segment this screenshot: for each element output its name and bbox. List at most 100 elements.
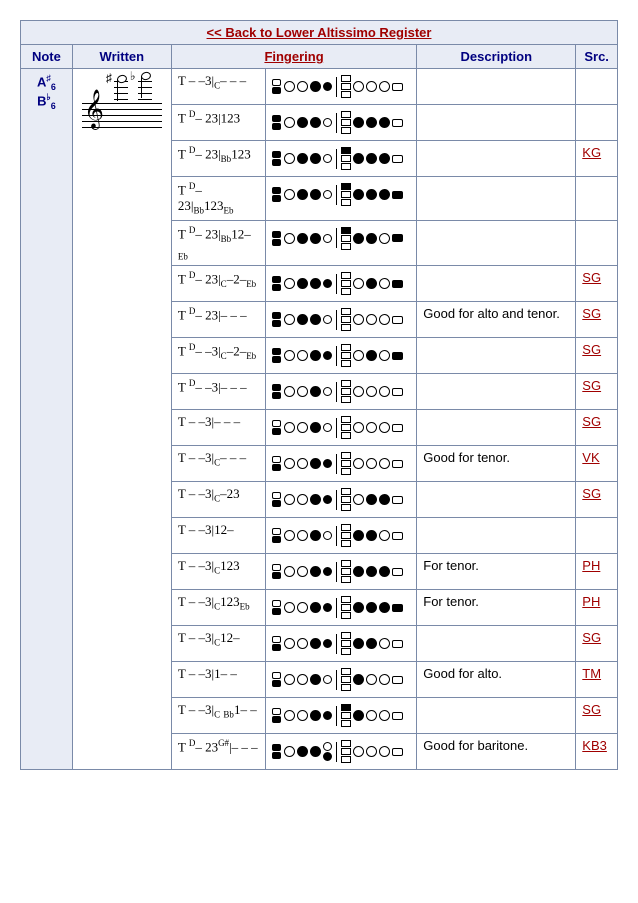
src-cell: SG — [576, 338, 618, 374]
src-link[interactable]: PH — [582, 594, 600, 609]
key-diagram-cell — [266, 554, 417, 590]
fingering-text: T – –3|C–23 — [171, 482, 266, 518]
key-diagram-cell — [266, 220, 417, 266]
src-link[interactable]: KG — [582, 145, 601, 160]
src-link[interactable]: KB3 — [582, 738, 607, 753]
src-cell: KG — [576, 141, 618, 177]
src-cell: SG — [576, 266, 618, 302]
src-link[interactable]: SG — [582, 270, 601, 285]
fingering-text: T – –3|1– – — [171, 662, 266, 698]
key-diagram — [272, 414, 410, 441]
header-src: Src. — [576, 45, 618, 69]
fingering-text: T – –3|C12– — [171, 626, 266, 662]
description-cell — [417, 482, 576, 518]
key-diagram — [272, 145, 410, 172]
header-note: Note — [21, 45, 73, 69]
fingering-text: T – –3|C– – – — [171, 69, 266, 105]
key-diagram-cell — [266, 338, 417, 374]
header-written: Written — [72, 45, 171, 69]
fingering-text: T – –3|C123Eb — [171, 590, 266, 626]
src-cell — [576, 518, 618, 554]
key-diagram-cell — [266, 374, 417, 410]
key-diagram — [272, 486, 410, 513]
src-cell: PH — [576, 590, 618, 626]
fingering-text: T D– 23G#|– – – — [171, 734, 266, 770]
key-diagram — [272, 73, 410, 100]
key-diagram-cell — [266, 302, 417, 338]
key-diagram-cell — [266, 177, 417, 221]
header-description: Description — [417, 45, 576, 69]
fingering-text: T D– –3|– – – — [171, 374, 266, 410]
key-diagram-cell — [266, 105, 417, 141]
src-cell: PH — [576, 554, 618, 590]
src-link[interactable]: SG — [582, 630, 601, 645]
src-cell: KB3 — [576, 734, 618, 770]
key-diagram — [272, 450, 410, 477]
key-diagram — [272, 738, 410, 765]
key-diagram-cell — [266, 446, 417, 482]
key-diagram-cell — [266, 698, 417, 734]
back-link-cell: << Back to Lower Altissimo Register — [21, 21, 618, 45]
note-cell: A♯6B♭6 — [21, 69, 73, 770]
key-diagram — [272, 225, 410, 252]
src-link[interactable]: SG — [582, 414, 601, 429]
key-diagram — [272, 558, 410, 585]
src-link[interactable]: PH — [582, 558, 600, 573]
description-cell — [417, 374, 576, 410]
src-link[interactable]: SG — [582, 342, 601, 357]
key-diagram-cell — [266, 69, 417, 105]
src-link[interactable]: SG — [582, 306, 601, 321]
src-link[interactable]: SG — [582, 702, 601, 717]
fingering-text: T D– 23|123 — [171, 105, 266, 141]
fingering-text: T D– 23|Bb123 — [171, 141, 266, 177]
header-fingering[interactable]: Fingering — [171, 45, 416, 69]
key-diagram — [272, 594, 410, 621]
key-diagram-cell — [266, 734, 417, 770]
key-diagram — [272, 702, 410, 729]
fingering-text: T D– –3|C–2–Eb — [171, 338, 266, 374]
written-cell: 𝄞♯♭ — [72, 69, 171, 770]
src-link[interactable]: VK — [582, 450, 599, 465]
key-diagram — [272, 666, 410, 693]
note-1-octave: 6 — [51, 82, 56, 92]
key-diagram-cell — [266, 266, 417, 302]
fingering-text: T – –3|C Bb1– – — [171, 698, 266, 734]
key-diagram-cell — [266, 482, 417, 518]
back-link[interactable]: << Back to Lower Altissimo Register — [207, 25, 432, 40]
fingering-text: T D– 23|– – – — [171, 302, 266, 338]
src-link[interactable]: TM — [582, 666, 601, 681]
fingering-text: T D– 23|Bb12–Eb — [171, 220, 266, 266]
description-cell: For tenor. — [417, 554, 576, 590]
key-diagram-cell — [266, 626, 417, 662]
src-cell: SG — [576, 482, 618, 518]
src-cell — [576, 177, 618, 221]
src-cell — [576, 69, 618, 105]
description-cell — [417, 69, 576, 105]
src-cell — [576, 105, 618, 141]
description-cell — [417, 518, 576, 554]
key-diagram-cell — [266, 410, 417, 446]
fingering-text: T – –3|– – – — [171, 410, 266, 446]
key-diagram-cell — [266, 518, 417, 554]
src-cell — [576, 220, 618, 266]
fingering-text: T D– 23|Bb123Eb — [171, 177, 266, 221]
description-cell — [417, 266, 576, 302]
description-cell — [417, 177, 576, 221]
src-cell: SG — [576, 698, 618, 734]
fingering-text: T – –3|C123 — [171, 554, 266, 590]
description-cell — [417, 105, 576, 141]
description-cell: Good for baritone. — [417, 734, 576, 770]
note-2-octave: 6 — [51, 101, 56, 111]
description-cell: Good for tenor. — [417, 446, 576, 482]
key-diagram — [272, 109, 410, 136]
description-cell: Good for alto. — [417, 662, 576, 698]
staff-notation: 𝄞♯♭ — [82, 73, 162, 143]
src-link[interactable]: SG — [582, 378, 601, 393]
src-link[interactable]: SG — [582, 486, 601, 501]
key-diagram — [272, 630, 410, 657]
description-cell — [417, 626, 576, 662]
key-diagram-cell — [266, 662, 417, 698]
src-cell: TM — [576, 662, 618, 698]
description-cell — [417, 220, 576, 266]
key-diagram — [272, 270, 410, 297]
